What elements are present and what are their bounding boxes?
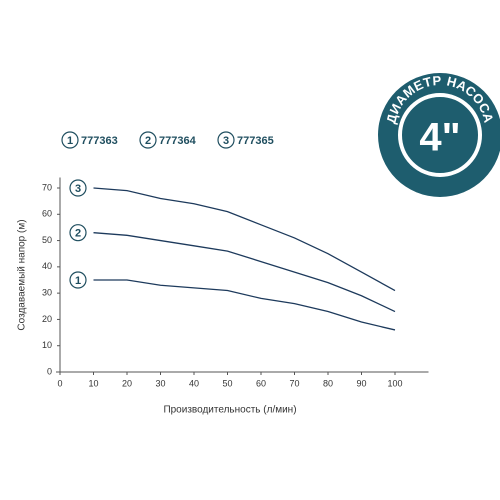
badge-ring xyxy=(398,93,482,177)
curve-label: 1 xyxy=(75,275,81,287)
legend-marker-circle xyxy=(217,131,235,149)
legend-marker-circle xyxy=(61,131,79,149)
y-tick-label: 10 xyxy=(42,340,52,350)
curve-label-circle xyxy=(69,224,87,242)
y-tick-label: 70 xyxy=(42,182,52,192)
series-line xyxy=(93,279,396,331)
x-tick-label: 40 xyxy=(189,378,199,388)
series-line xyxy=(93,232,396,313)
legend-marker: 3 xyxy=(223,135,229,147)
y-tick-label: 30 xyxy=(42,288,52,298)
x-tick-label: 50 xyxy=(222,378,232,388)
legend-label: 777363 xyxy=(81,135,118,147)
badge: ДИАМЕТР НАСОСА 4" xyxy=(378,73,500,197)
curve-label: 3 xyxy=(75,183,81,195)
legend-label: 777364 xyxy=(159,135,197,147)
series-line xyxy=(93,187,396,292)
x-tick-label: 90 xyxy=(356,378,366,388)
x-tick-label: 10 xyxy=(88,378,98,388)
x-tick-label: 100 xyxy=(387,378,402,388)
y-axis-label: Создаваемый напор (м) xyxy=(17,219,28,330)
curve-label-circle xyxy=(69,179,87,197)
y-tick-label: 40 xyxy=(42,261,52,271)
badge-outer xyxy=(378,73,500,197)
x-tick-label: 80 xyxy=(323,378,333,388)
curve-label: 2 xyxy=(75,228,81,240)
y-tick-label: 20 xyxy=(42,314,52,324)
x-tick-label: 60 xyxy=(256,378,266,388)
x-tick-label: 70 xyxy=(289,378,299,388)
legend-marker: 1 xyxy=(67,135,73,147)
x-axis-label: Производительность (л/мин) xyxy=(163,405,296,416)
legend-label: 777365 xyxy=(237,135,274,147)
y-tick-label: 0 xyxy=(47,366,52,376)
legend-marker: 2 xyxy=(145,135,151,147)
y-tick-label: 50 xyxy=(42,235,52,245)
x-tick-label: 20 xyxy=(122,378,132,388)
x-tick-label: 0 xyxy=(57,378,62,388)
badge-center-text: 4" xyxy=(419,116,460,160)
x-tick-label: 30 xyxy=(155,378,165,388)
legend-marker-circle xyxy=(139,131,157,149)
curve-label-circle xyxy=(69,271,87,289)
y-tick-label: 60 xyxy=(42,209,52,219)
